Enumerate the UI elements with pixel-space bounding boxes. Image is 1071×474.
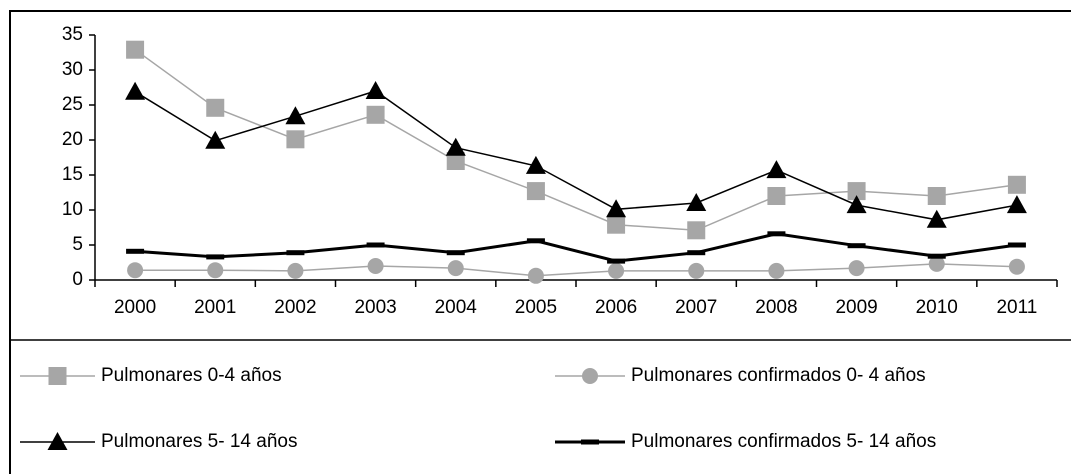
marker-dash	[286, 250, 305, 256]
marker-dash	[927, 253, 946, 259]
marker-triangle	[686, 193, 707, 211]
series-line	[134, 90, 1018, 221]
marker-circle	[447, 260, 464, 277]
marker-dash	[1007, 242, 1026, 248]
series-line	[134, 49, 1018, 232]
legend-label: Pulmonares 5- 14 años	[101, 431, 297, 452]
y-tick-label: 30	[62, 59, 83, 80]
marker-circle	[768, 262, 785, 279]
marker-square	[206, 98, 225, 117]
legend-border	[9, 339, 1071, 474]
legend-label: Pulmonares confirmados 0- 4 años	[631, 365, 926, 386]
marker-circle	[582, 368, 598, 384]
y-tick-label: 0	[72, 269, 83, 290]
x-tick-label: 2007	[675, 297, 717, 318]
x-tick-label: 2010	[916, 297, 958, 318]
marker-square	[1007, 175, 1026, 194]
marker-circle	[608, 262, 625, 279]
x-tick-label: 2011	[996, 297, 1037, 318]
x-tick-label: 2000	[114, 297, 156, 318]
marker-circle	[367, 258, 384, 274]
marker-square	[847, 182, 866, 201]
marker-circle	[127, 262, 144, 279]
marker-square	[366, 105, 385, 124]
marker-dash	[206, 254, 225, 260]
legend-label: Pulmonares 0-4 años	[101, 365, 282, 386]
x-tick-label: 2003	[354, 297, 396, 318]
series-line	[135, 263, 1017, 277]
marker-square	[927, 187, 946, 205]
marker-circle	[928, 255, 945, 272]
marker-triangle	[1006, 195, 1027, 214]
marker-triangle	[846, 195, 867, 214]
marker-square	[767, 187, 786, 205]
marker-triangle	[606, 199, 627, 218]
marker-triangle	[445, 137, 466, 156]
marker-triangle	[926, 209, 947, 228]
chart-border	[9, 10, 1071, 474]
y-tick-label: 15	[62, 164, 83, 185]
marker-circle	[1008, 258, 1025, 275]
marker-circle	[848, 260, 865, 277]
marker-dash	[446, 250, 465, 256]
marker-circle	[207, 262, 224, 279]
marker-dash	[366, 242, 385, 248]
marker-dash	[767, 231, 786, 237]
marker-square	[126, 40, 145, 59]
marker-square	[286, 130, 305, 149]
marker-dash	[581, 439, 599, 445]
x-tick-label: 2002	[274, 297, 316, 318]
y-tick-label: 35	[62, 24, 83, 45]
marker-square	[687, 221, 706, 240]
marker-dash	[126, 248, 145, 254]
x-tick-label: 2006	[595, 297, 637, 318]
marker-triangle	[365, 81, 386, 99]
marker-circle	[688, 262, 705, 279]
y-tick-label: 20	[62, 129, 83, 150]
marker-triangle	[285, 106, 306, 125]
x-tick-label: 2009	[835, 297, 877, 318]
marker-dash	[607, 258, 626, 264]
x-tick-label: 2001	[194, 297, 236, 318]
marker-square	[446, 152, 465, 170]
marker-triangle	[125, 81, 146, 100]
marker-dash	[847, 243, 866, 249]
marker-triangle	[205, 130, 226, 149]
marker-square	[48, 367, 67, 385]
marker-square	[607, 215, 626, 234]
x-tick-label: 2008	[755, 297, 797, 318]
legend-label: Pulmonares confirmados 5- 14 años	[631, 431, 936, 452]
marker-circle	[527, 267, 544, 284]
y-tick-label: 5	[72, 234, 83, 255]
x-tick-label: 2004	[435, 297, 478, 318]
series-line	[134, 232, 1018, 263]
marker-triangle	[47, 432, 68, 450]
marker-triangle	[525, 155, 546, 174]
marker-dash	[687, 250, 706, 256]
marker-circle	[287, 262, 304, 279]
marker-square	[526, 182, 545, 201]
y-tick-label: 25	[62, 94, 83, 115]
marker-triangle	[766, 160, 787, 179]
x-tick-label: 2005	[515, 297, 557, 318]
y-tick-label: 10	[62, 199, 83, 220]
marker-dash	[526, 238, 545, 244]
